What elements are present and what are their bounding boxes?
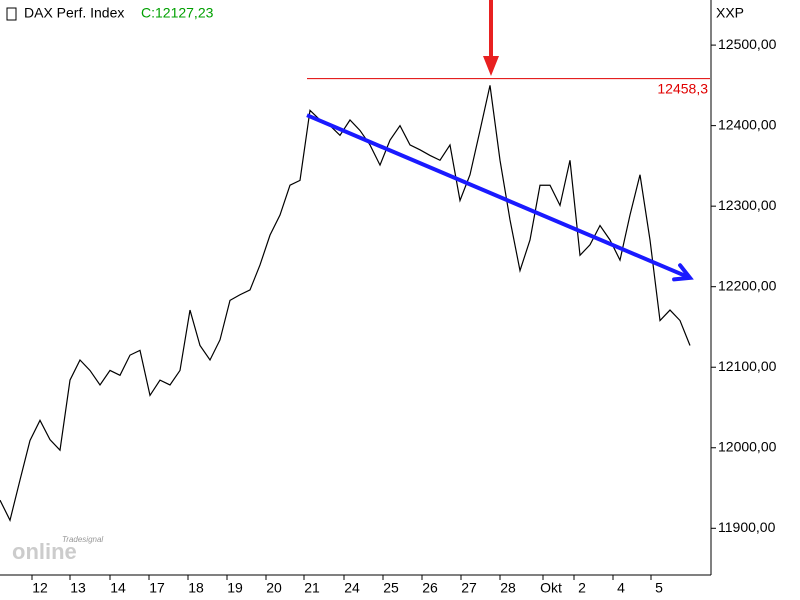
trend-line bbox=[306, 113, 691, 280]
x-tick-label: 12 bbox=[32, 580, 48, 596]
x-tick-label: 26 bbox=[422, 580, 438, 596]
x-tick-label: 2 bbox=[578, 580, 586, 596]
x-tick-label: 28 bbox=[500, 580, 516, 596]
close-label: C:12127,23 bbox=[141, 5, 214, 21]
x-tick-label: 24 bbox=[344, 580, 360, 596]
y-tick-label: 12100,00 bbox=[718, 358, 777, 374]
x-tick-label: 19 bbox=[227, 580, 243, 596]
x-tick-label: 27 bbox=[461, 580, 477, 596]
y-tick-label: 12300,00 bbox=[718, 197, 777, 213]
icon bbox=[6, 7, 17, 21]
x-tick-label: Okt bbox=[540, 580, 562, 596]
marker-arrowhead bbox=[483, 56, 499, 76]
x-tick-label: 5 bbox=[655, 580, 663, 596]
x-tick-label: 4 bbox=[617, 580, 625, 596]
resistance-label: 12458,3 bbox=[657, 80, 708, 96]
watermark: online bbox=[12, 539, 77, 564]
y-tick-label: 12400,00 bbox=[718, 116, 777, 132]
y-tick-label: 12000,00 bbox=[718, 438, 777, 454]
x-tick-label: 21 bbox=[304, 580, 320, 596]
x-tick-label: 20 bbox=[266, 580, 282, 596]
price-line bbox=[0, 85, 691, 522]
x-tick-label: 17 bbox=[149, 580, 165, 596]
x-tick-label: 13 bbox=[70, 580, 86, 596]
watermark-small: Tradesignal bbox=[62, 535, 103, 544]
axis-label: XXP bbox=[716, 5, 744, 21]
trend-arrowhead bbox=[672, 263, 694, 282]
chart-title: DAX Perf. Index bbox=[24, 5, 124, 21]
y-tick-label: 12500,00 bbox=[718, 36, 777, 52]
x-tick-label: 14 bbox=[110, 580, 126, 596]
y-tick-label: 12200,00 bbox=[718, 277, 777, 293]
x-tick-label: 25 bbox=[383, 580, 399, 596]
y-tick-label: 11900,00 bbox=[718, 519, 776, 535]
x-tick-label: 18 bbox=[188, 580, 204, 596]
